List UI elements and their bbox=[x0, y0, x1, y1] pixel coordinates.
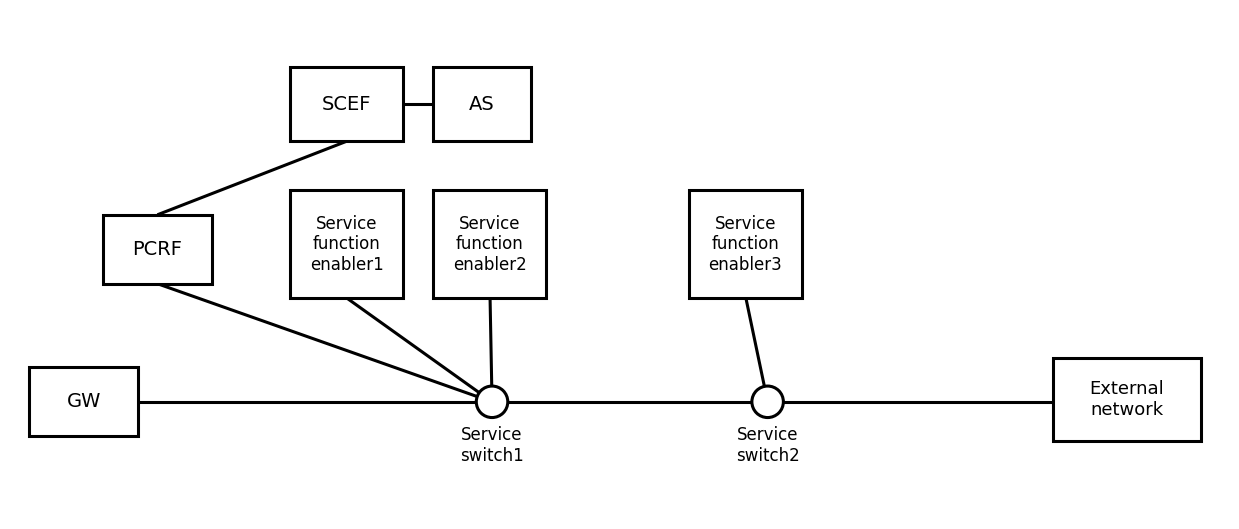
Circle shape bbox=[476, 386, 508, 417]
FancyBboxPatch shape bbox=[689, 190, 802, 298]
Text: GW: GW bbox=[67, 393, 100, 412]
Text: External
network: External network bbox=[1089, 380, 1165, 419]
FancyBboxPatch shape bbox=[432, 190, 546, 298]
Text: Service
switch2: Service switch2 bbox=[736, 426, 799, 465]
Text: Service
switch1: Service switch1 bbox=[460, 426, 524, 465]
FancyBboxPatch shape bbox=[1053, 358, 1201, 441]
Text: Service
function
enabler1: Service function enabler1 bbox=[310, 215, 384, 274]
Text: PCRF: PCRF bbox=[133, 240, 182, 259]
Circle shape bbox=[752, 386, 783, 417]
Text: SCEF: SCEF bbox=[322, 95, 372, 114]
FancyBboxPatch shape bbox=[432, 67, 532, 141]
FancyBboxPatch shape bbox=[30, 367, 138, 436]
FancyBboxPatch shape bbox=[290, 190, 404, 298]
Text: Service
function
enabler3: Service function enabler3 bbox=[709, 215, 782, 274]
Text: Service
function
enabler2: Service function enabler2 bbox=[452, 215, 527, 274]
FancyBboxPatch shape bbox=[103, 215, 212, 284]
FancyBboxPatch shape bbox=[290, 67, 404, 141]
Text: AS: AS bbox=[470, 95, 496, 114]
